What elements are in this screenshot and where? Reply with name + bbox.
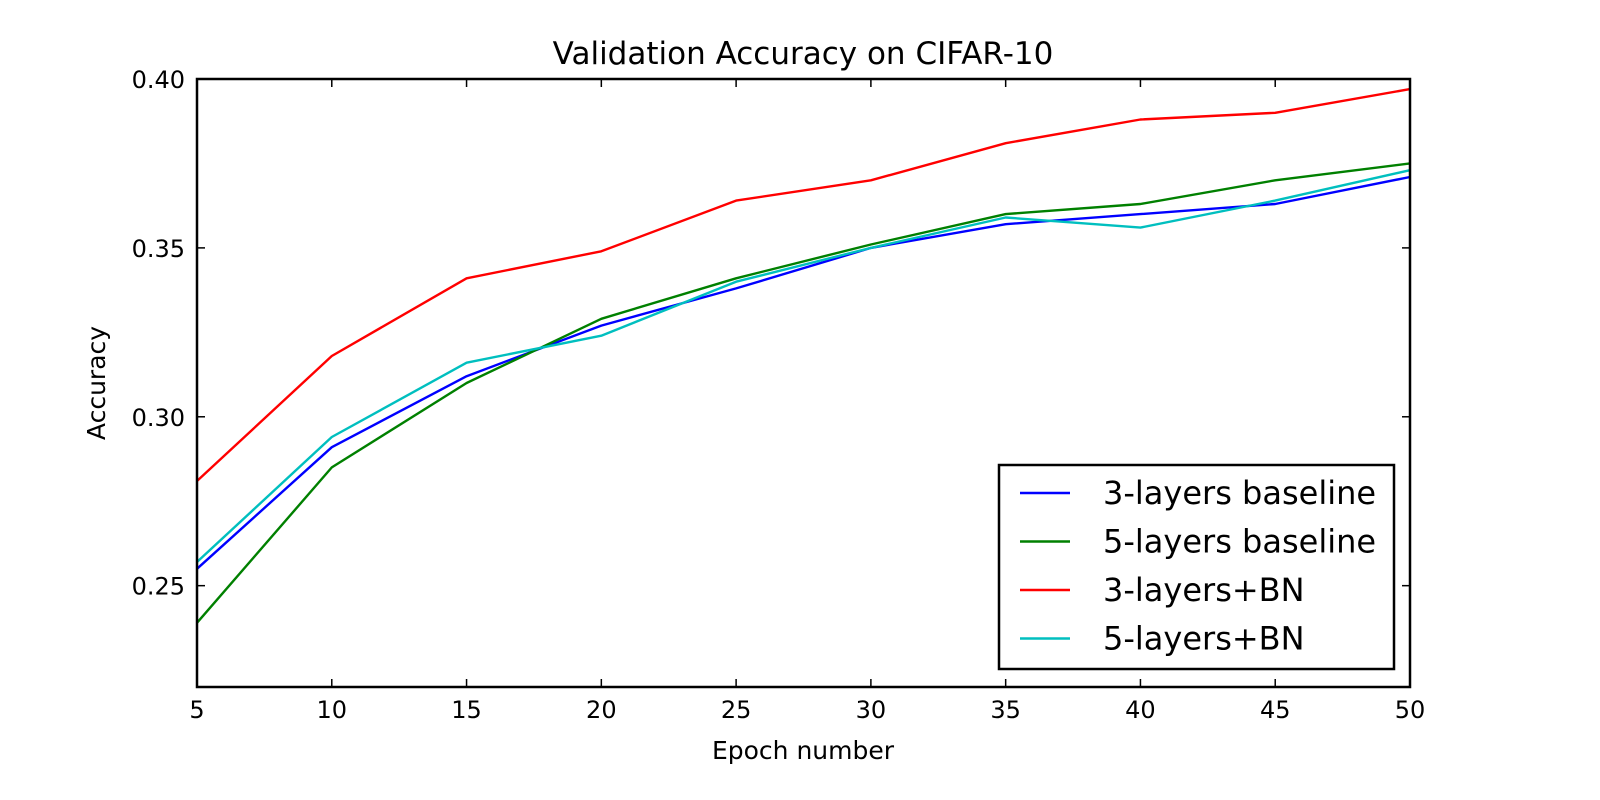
x-tick-label: 20: [586, 696, 617, 724]
plot-frame: [195, 77, 1412, 689]
series-line-5-layers-bn: [196, 169, 1411, 563]
x-axis-label: Epoch number: [712, 736, 895, 765]
y-tick-label: 0.30: [132, 404, 185, 432]
legend: 3-layers baseline 5-layers baseline 3-laye…: [997, 463, 1396, 671]
series-line-5-layers-baseline: [196, 162, 1411, 624]
y-tick-label: 0.40: [132, 66, 185, 94]
legend-label: 3-layers+BN: [1103, 571, 1305, 609]
y-axis-label: Accuracy: [82, 326, 111, 440]
legend-label: 3-layers baseline: [1103, 474, 1376, 512]
series-lines: [196, 87, 1411, 624]
x-tick-label: 40: [1125, 696, 1156, 724]
y-axis-ticks: 0.25 0.30 0.35 0.40: [132, 66, 1410, 601]
series-line-3-layers-bn: [196, 87, 1411, 482]
legend-box: [997, 463, 1396, 671]
x-tick-label: 45: [1260, 696, 1291, 724]
y-tick-label: 0.35: [132, 235, 185, 263]
x-tick-label: 30: [856, 696, 887, 724]
x-tick-label: 5: [189, 696, 204, 724]
legend-label: 5-layers+BN: [1103, 620, 1305, 658]
series-line-3-layers-baseline: [196, 175, 1411, 570]
x-axis-ticks: 5 10 15 20 25 30 35 40 45 50: [189, 79, 1425, 724]
legend-label: 5-layers baseline: [1103, 523, 1376, 561]
x-tick-label: 25: [721, 696, 752, 724]
y-tick-label: 0.25: [132, 573, 185, 601]
chart-title: Validation Accuracy on CIFAR-10: [553, 36, 1054, 72]
x-tick-label: 35: [990, 696, 1021, 724]
x-tick-label: 10: [317, 696, 348, 724]
x-tick-label: 50: [1395, 696, 1426, 724]
x-tick-label: 15: [451, 696, 482, 724]
